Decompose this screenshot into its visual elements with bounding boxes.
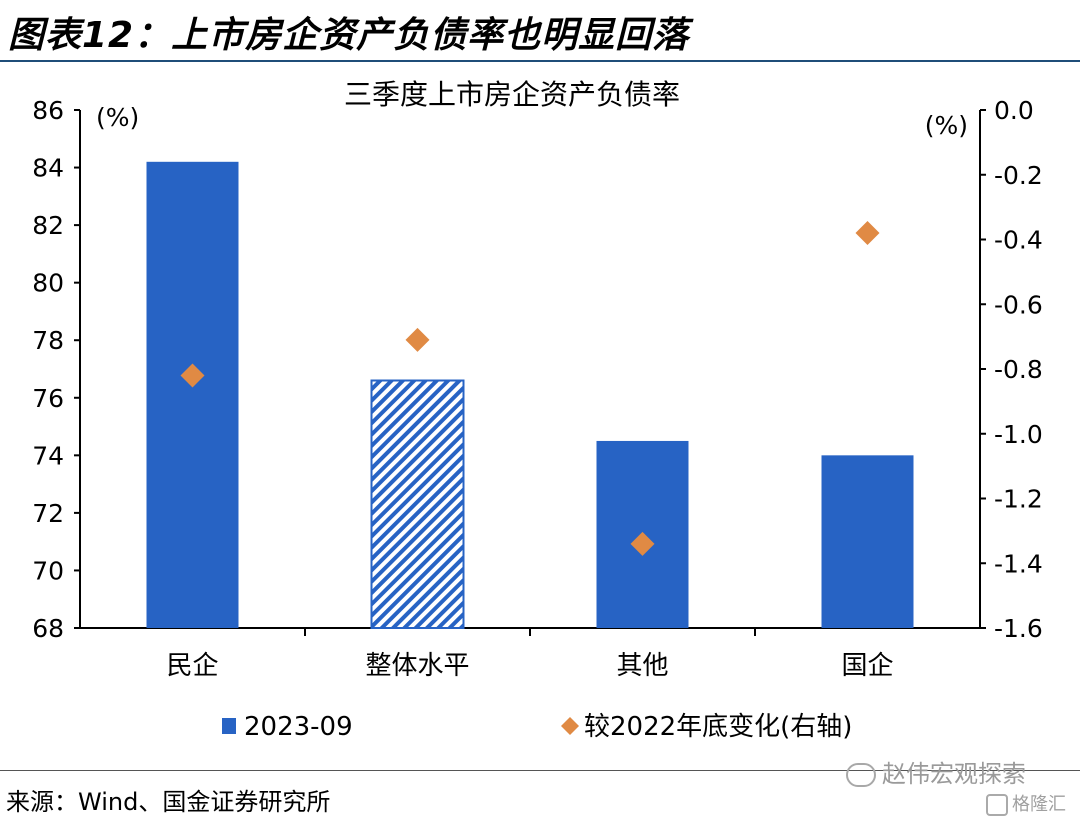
x-tick-label: 民企 [166,651,218,681]
chart-title: 三季度上市房企资产负债率 [344,78,680,111]
right-tick-label: -1.6 [994,614,1043,643]
bottom-rule [0,770,1080,771]
right-tick-label: 0.0 [994,96,1034,125]
marker-point [855,221,880,246]
right-tick-label: -1.4 [994,549,1043,578]
left-tick-label: 86 [32,96,64,125]
right-axis-unit: (%) [925,111,968,140]
title-rule [0,60,1080,62]
x-tick-label: 其他 [616,651,668,681]
left-tick-label: 74 [32,441,64,470]
brand-text: 格隆汇 [1012,794,1066,815]
legend: 2023-09 较2022年底变化(右轴) [222,712,852,742]
legend-swatch-marker [561,717,579,735]
marker-point [405,327,430,352]
watermark: 赵伟宏观探索 [846,754,1026,789]
left-tick-label: 82 [32,211,64,240]
left-tick-label: 68 [32,614,64,643]
right-tick-label: -1.0 [994,420,1043,449]
brand-watermark: 格隆汇 [986,790,1066,816]
left-tick-label: 70 [32,556,64,585]
bar [370,379,465,629]
x-tick-label: 国企 [841,651,893,681]
legend-label-bar: 2023-09 [244,712,353,742]
legend-swatch-bar [222,718,236,734]
bar [821,455,914,628]
legend-label-marker: 较2022年底变化(右轴) [584,712,852,742]
right-tick-label: -0.4 [994,226,1043,255]
right-tick-label: -1.2 [994,485,1043,514]
left-tick-label: 78 [32,326,64,355]
left-tick-label: 76 [32,384,64,413]
chart: 三季度上市房企资产负债率 68 70 72 74 76 78 80 82 84 86 0.0 -0.2… [32,78,1043,742]
left-tick-label: 84 [32,154,64,183]
right-tick-label: -0.8 [994,355,1043,384]
left-tick-label: 80 [32,269,64,298]
figure-title: 图表12：上市房企资产负债率也明显回落 [8,15,690,56]
wechat-icon [846,763,876,787]
right-tick-label: -0.6 [994,290,1043,319]
bar [146,161,239,629]
right-tick-label: -0.2 [994,161,1043,190]
left-axis-unit: (%) [96,103,139,132]
plot-area: 68 70 72 74 76 78 80 82 84 86 0.0 -0.2 -0.4 -0.6 -0.8 -… [32,96,1043,681]
x-tick-label: 整体水平 [365,651,469,681]
source-note: 来源：Wind、国金证券研究所 [6,788,331,816]
marker-point [630,531,655,556]
marker-point [180,363,205,388]
left-tick-label: 72 [32,499,64,528]
watermark-text: 赵伟宏观探索 [882,760,1026,788]
brand-logo-icon [986,794,1008,816]
